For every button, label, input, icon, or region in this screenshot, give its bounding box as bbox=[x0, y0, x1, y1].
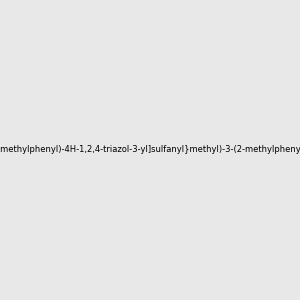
Text: 5-({[5-benzyl-4-(3-methylphenyl)-4H-1,2,4-triazol-3-yl]sulfanyl}methyl)-3-(2-met: 5-({[5-benzyl-4-(3-methylphenyl)-4H-1,2,… bbox=[0, 146, 300, 154]
